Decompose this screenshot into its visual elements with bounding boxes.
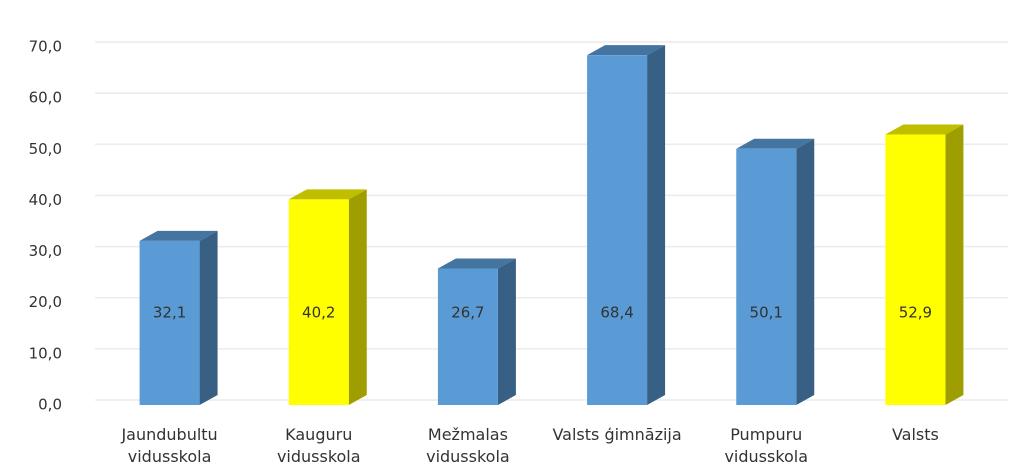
- bar: [437, 258, 516, 405]
- y-tick-label: 0,0: [38, 396, 62, 414]
- bar-front: [288, 199, 349, 405]
- x-tick-label: Jaundubultu vidusskola: [121, 425, 218, 466]
- bar-side: [796, 138, 815, 405]
- value-label: 50,1: [750, 304, 783, 322]
- x-tick-label: Valsts ģimnāzija: [552, 425, 682, 444]
- y-tick-label: 40,0: [29, 191, 62, 209]
- x-tick-label: Kauguru vidusskola: [276, 425, 361, 466]
- x-tick-label: Valsts: [891, 425, 939, 444]
- x-tick-label: Pumpuru vidusskola: [724, 425, 809, 466]
- bar-front: [736, 148, 797, 405]
- bar: [885, 124, 964, 405]
- x-tick-label: Mežmalas vidusskola: [426, 425, 510, 466]
- bar: [139, 230, 218, 405]
- bar-front: [139, 240, 200, 405]
- value-label: 52,9: [899, 304, 932, 322]
- y-tick-label: 20,0: [29, 293, 62, 311]
- bar: [288, 189, 367, 405]
- bar-front: [587, 55, 648, 405]
- bar-top: [437, 258, 516, 269]
- bar-side: [348, 189, 367, 405]
- bar-top: [885, 124, 964, 135]
- bar-front: [885, 134, 946, 405]
- bar-top: [288, 189, 367, 200]
- value-label: 40,2: [302, 304, 335, 322]
- bar: [736, 138, 815, 405]
- bar-side: [497, 258, 516, 405]
- value-label: 32,1: [153, 304, 186, 322]
- bar-side: [647, 45, 666, 405]
- bar-top: [736, 138, 815, 149]
- bar-side: [945, 124, 964, 405]
- value-label: 26,7: [451, 304, 484, 322]
- y-tick-label: 60,0: [29, 89, 62, 107]
- bar-front: [437, 268, 498, 405]
- y-tick-label: 30,0: [29, 242, 62, 260]
- bar-side: [199, 230, 218, 405]
- y-tick-label: 50,0: [29, 140, 62, 158]
- y-tick-label: 70,0: [29, 38, 62, 56]
- bar: [587, 45, 666, 405]
- bar-top: [587, 45, 666, 56]
- value-label: 68,4: [600, 304, 633, 322]
- y-tick-label: 10,0: [29, 344, 62, 362]
- bar-top: [139, 230, 218, 241]
